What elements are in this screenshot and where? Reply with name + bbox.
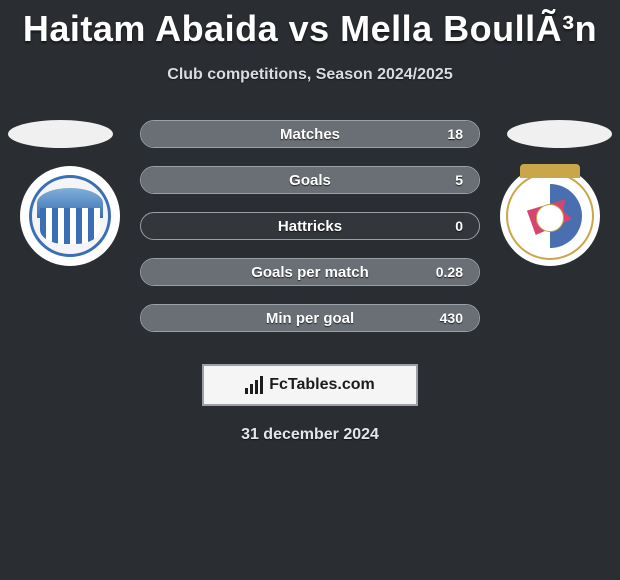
stat-value: 0 (455, 218, 463, 234)
page-subtitle: Club competitions, Season 2024/2025 (0, 66, 620, 84)
deportivo-crest-icon (506, 172, 594, 260)
stat-label: Goals per match (141, 264, 479, 281)
brand-text: FcTables.com (269, 376, 375, 394)
stat-row: Goals per match0.28 (140, 258, 480, 286)
stat-row: Hattricks0 (140, 212, 480, 240)
brand-box: FcTables.com (202, 364, 418, 406)
page-title: Haitam Abaida vs Mella BoullÃ³n (0, 0, 620, 50)
club-badge-right (500, 166, 600, 266)
stat-rows: Matches18 Goals5 Hattricks0 Goals per match… (140, 120, 480, 350)
stat-value: 0.28 (436, 264, 463, 280)
player-avatar-right-placeholder (507, 120, 612, 148)
brand-bar (250, 384, 253, 394)
stat-value: 5 (455, 172, 463, 188)
stat-value: 430 (440, 310, 463, 326)
stats-area: Matches18 Goals5 Hattricks0 Goals per match… (0, 120, 620, 350)
brand-bar (255, 380, 258, 394)
stat-row: Matches18 (140, 120, 480, 148)
brand-bar (245, 388, 248, 394)
stat-label: Hattricks (141, 218, 479, 235)
stat-row: Min per goal430 (140, 304, 480, 332)
club-badge-left (20, 166, 120, 266)
brand-bars-icon (245, 376, 263, 394)
player-avatar-left-placeholder (8, 120, 113, 148)
stat-label: Goals (141, 172, 479, 189)
date-text: 31 december 2024 (0, 426, 620, 444)
stat-label: Min per goal (141, 310, 479, 327)
malaga-crest-icon (29, 175, 111, 257)
brand-bar (260, 376, 263, 394)
stat-label: Matches (141, 126, 479, 143)
stat-value: 18 (447, 126, 463, 142)
stat-row: Goals5 (140, 166, 480, 194)
